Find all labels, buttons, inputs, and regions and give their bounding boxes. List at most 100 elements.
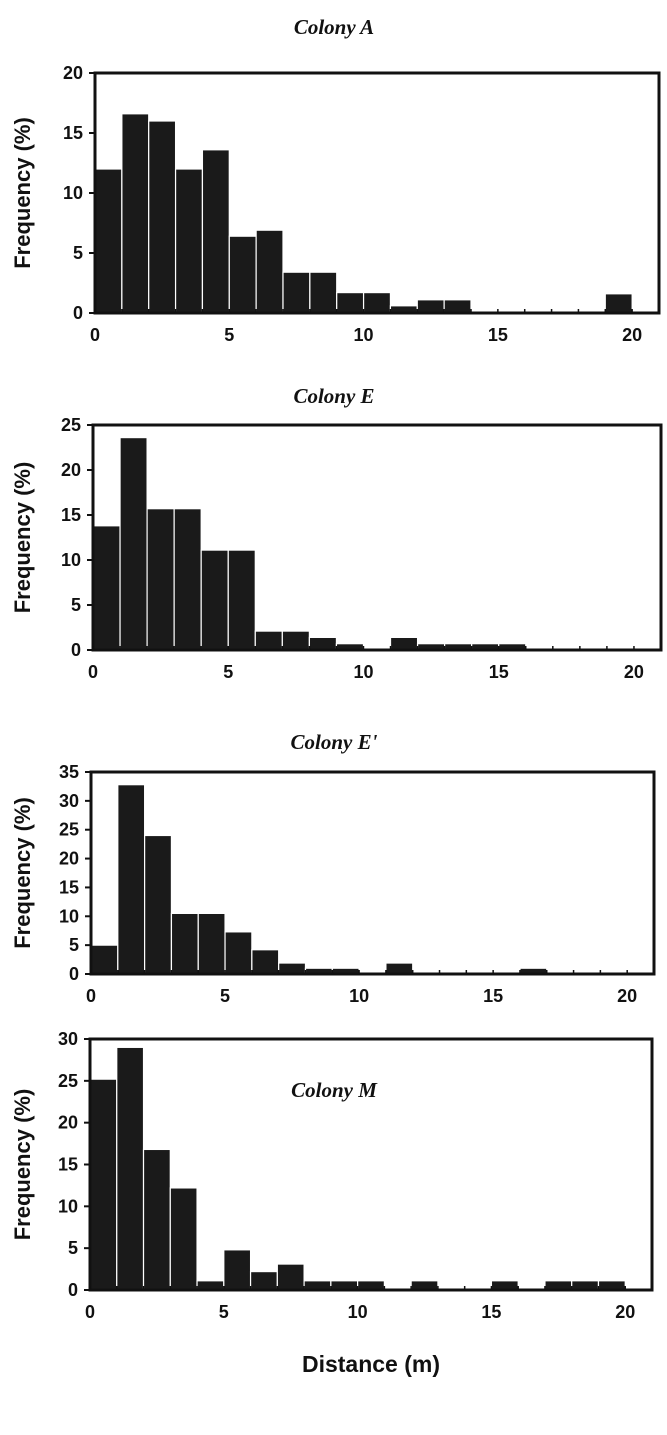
histogram-bar xyxy=(197,912,226,975)
histogram-bar xyxy=(173,508,202,651)
histogram-bar xyxy=(282,271,311,314)
panel-title: Colony E xyxy=(293,384,374,408)
plot-frame xyxy=(91,423,663,652)
y-tick-label: 5 xyxy=(71,595,81,615)
x-tick-label: 15 xyxy=(481,1302,501,1322)
y-tick-label: 10 xyxy=(59,906,79,926)
histogram-bar xyxy=(308,636,338,651)
y-tick-label: 20 xyxy=(58,1113,78,1133)
histogram-bar xyxy=(416,299,445,314)
x-tick-label: 20 xyxy=(624,662,644,682)
y-tick-label: 25 xyxy=(61,415,81,435)
histogram-bar xyxy=(142,1148,171,1291)
y-tick-label: 30 xyxy=(58,1029,78,1049)
y-tick-label: 5 xyxy=(73,243,83,263)
histogram-bar xyxy=(169,1187,198,1291)
x-tick-label: 0 xyxy=(90,325,100,345)
histogram-bar xyxy=(224,931,253,975)
x-tick-label: 15 xyxy=(483,986,503,1006)
y-axis-label: Frequency (%) xyxy=(10,797,35,949)
y-tick-label: 20 xyxy=(63,63,83,83)
histogram-bar xyxy=(336,292,365,314)
histogram-bar xyxy=(254,630,283,651)
histogram-bar xyxy=(90,944,119,975)
panel-title: Colony E' xyxy=(291,730,378,754)
y-tick-label: 25 xyxy=(58,1071,78,1091)
panel-2: Colony E 0 5 10 15 20 25 0 5 10 15 20 Frequency (%) xyxy=(10,384,663,682)
y-tick-label: 0 xyxy=(69,964,79,984)
x-tick-label: 5 xyxy=(220,986,230,1006)
panel-title: Colony A xyxy=(294,15,374,39)
x-tick-label: 10 xyxy=(348,1302,368,1322)
y-tick-label: 30 xyxy=(59,791,79,811)
histogram-bar xyxy=(174,168,204,314)
x-tick-label: 5 xyxy=(223,662,233,682)
x-tick-label: 0 xyxy=(86,986,96,1006)
histogram-bar xyxy=(385,962,414,975)
histogram-bar xyxy=(200,549,229,651)
x-tick-label: 10 xyxy=(349,986,369,1006)
y-axis-label: Frequency (%) xyxy=(10,462,35,614)
histogram-bar xyxy=(604,293,633,314)
y-tick-label: 0 xyxy=(71,640,81,660)
histogram-bar xyxy=(146,508,175,651)
y-tick-label: 25 xyxy=(59,820,79,840)
histogram-bar xyxy=(148,120,177,314)
y-tick-label: 15 xyxy=(58,1155,78,1175)
x-tick-label: 10 xyxy=(353,662,373,682)
panel-1: Colony A 0 5 10 15 20 0 5 10 15 20 Frequency (%) xyxy=(10,15,661,345)
histogram-bar xyxy=(255,229,284,314)
y-tick-label: 15 xyxy=(59,877,79,897)
histogram-bar xyxy=(144,834,173,975)
histogram-bar xyxy=(276,1263,305,1291)
histogram-bar xyxy=(121,113,150,314)
y-tick-label: 5 xyxy=(68,1238,78,1258)
y-tick-label: 0 xyxy=(73,303,83,323)
y-tick-label: 10 xyxy=(61,550,81,570)
plot-frame xyxy=(89,770,656,976)
x-tick-label: 10 xyxy=(354,325,374,345)
histogram-bar xyxy=(281,630,310,651)
histogram-bar xyxy=(443,299,472,314)
y-tick-label: 15 xyxy=(63,123,83,143)
x-tick-label: 5 xyxy=(224,325,234,345)
y-tick-label: 15 xyxy=(61,505,81,525)
y-tick-label: 20 xyxy=(59,849,79,869)
y-tick-label: 10 xyxy=(58,1196,78,1216)
histogram-bar xyxy=(309,271,338,314)
panel-3: Colony E' 0 5 10 15 20 25 30 35 0 5 10 15 20 Frequency… xyxy=(10,730,656,1006)
x-tick-label: 20 xyxy=(617,986,637,1006)
histogram-bar xyxy=(223,1249,252,1291)
y-tick-label: 0 xyxy=(68,1280,78,1300)
y-axis-label: Frequency (%) xyxy=(10,117,35,269)
y-tick-label: 10 xyxy=(63,183,83,203)
x-tick-label: 0 xyxy=(88,662,98,682)
panel-title: Colony M xyxy=(291,1078,378,1102)
y-tick-label: 35 xyxy=(59,762,79,782)
histogram-bar xyxy=(116,1046,145,1291)
x-tick-label: 5 xyxy=(219,1302,229,1322)
x-axis-label: Distance (m) xyxy=(302,1351,440,1377)
x-tick-label: 20 xyxy=(615,1302,635,1322)
histogram-bar xyxy=(228,235,257,314)
histogram-bar xyxy=(201,149,230,314)
x-tick-label: 20 xyxy=(622,325,642,345)
x-tick-label: 15 xyxy=(489,662,509,682)
histogram-bar xyxy=(94,168,123,314)
histogram-bar xyxy=(227,549,256,651)
y-axis-label: Frequency (%) xyxy=(10,1089,35,1241)
y-tick-label: 20 xyxy=(61,460,81,480)
histogram-bar xyxy=(249,1270,278,1291)
histogram-bar xyxy=(117,784,146,975)
y-tick-label: 5 xyxy=(69,935,79,955)
x-tick-label: 15 xyxy=(488,325,508,345)
histogram-bar xyxy=(92,525,121,651)
histogram-bar xyxy=(89,1078,118,1291)
x-tick-label: 0 xyxy=(85,1302,95,1322)
panel-4: Colony M 0 5 10 15 20 25 30 0 5 10 15 20 Frequency (%… xyxy=(10,1029,654,1377)
histogram-bar xyxy=(389,636,419,651)
histogram-bar xyxy=(119,437,148,651)
histogram-bar xyxy=(251,949,280,975)
histogram-bar xyxy=(278,962,307,975)
